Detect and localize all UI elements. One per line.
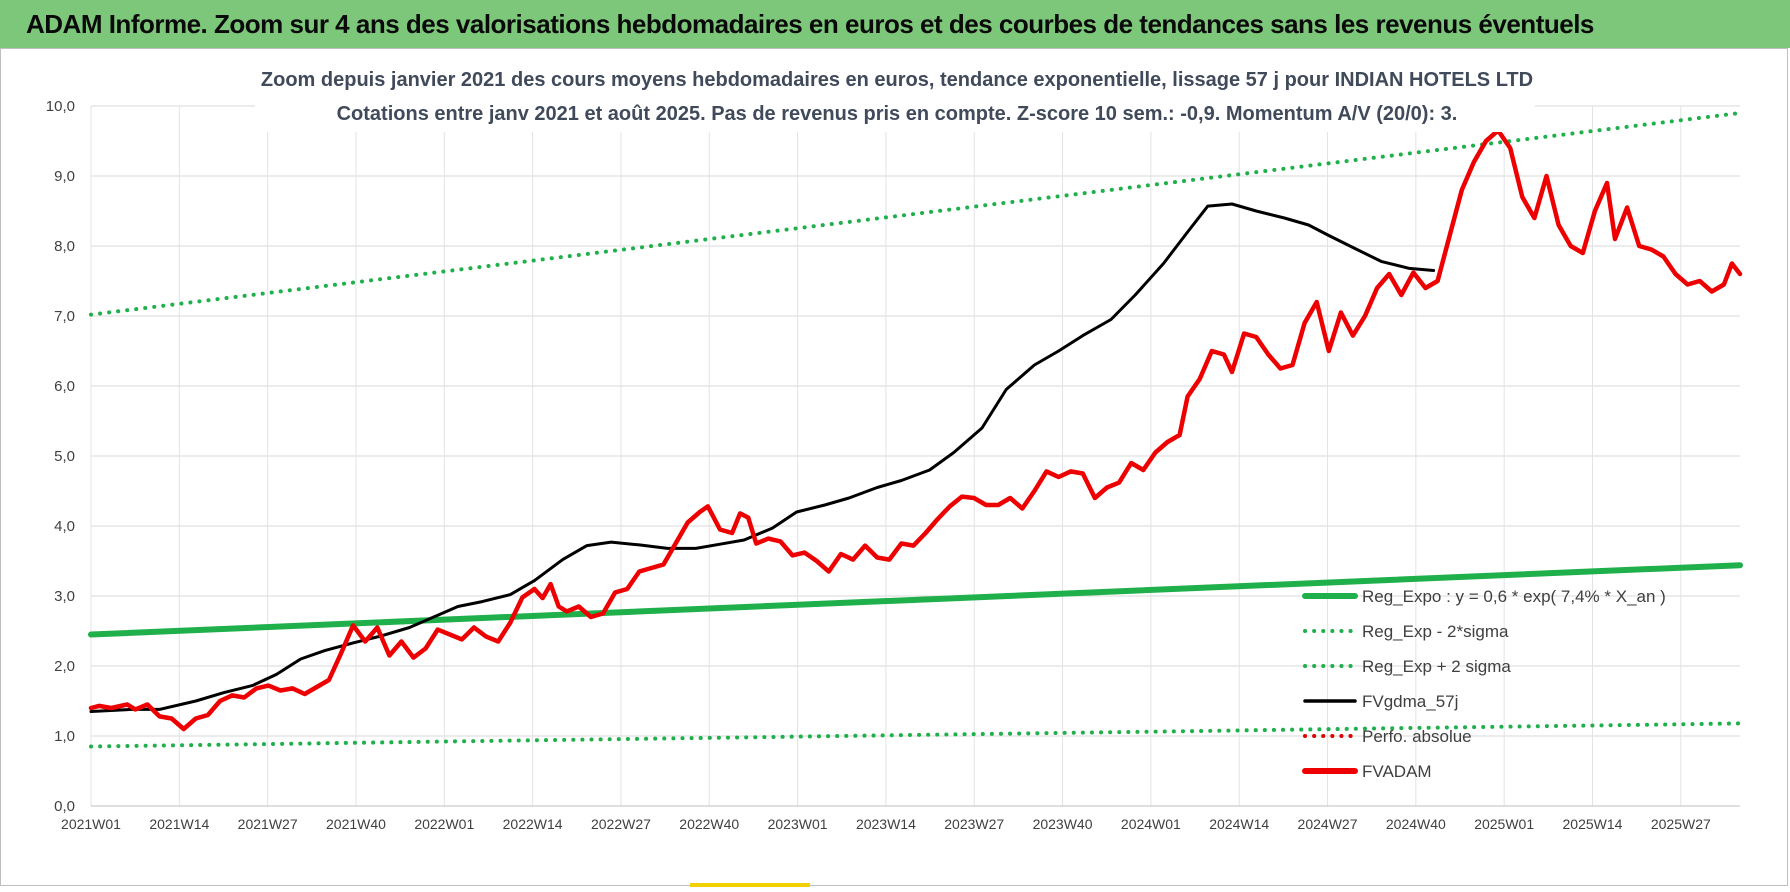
x-tick-label: 2022W01: [414, 816, 474, 832]
x-tick-label: 2024W27: [1298, 816, 1358, 832]
chart-title-backdrop: [255, 62, 1535, 132]
x-tick-label: 2023W01: [768, 816, 828, 832]
legend-label: Reg_Expo : y = 0,6 * exp( 7,4% * X_an ): [1362, 587, 1666, 606]
series-line-0: [88, 562, 1743, 638]
x-tick-label: 2024W14: [1209, 816, 1269, 832]
x-tick-label: 2023W27: [944, 816, 1004, 832]
x-tick-label: 2022W27: [591, 816, 651, 832]
x-tick-label: 2022W40: [679, 816, 739, 832]
series-line-5: [88, 128, 1743, 732]
y-tick-label: 7,0: [54, 308, 75, 325]
x-tick-label: 2021W01: [61, 816, 121, 832]
chart-legend: Reg_Expo : y = 0,6 * exp( 7,4% * X_an ) R…: [1302, 587, 1666, 781]
y-tick-label: 6,0: [54, 378, 75, 395]
x-tick-label: 2025W27: [1651, 816, 1711, 832]
chart-series: [88, 111, 1743, 749]
x-tick-label: 2021W14: [149, 816, 209, 832]
x-tick-label: 2021W40: [326, 816, 386, 832]
chart-svg: 0,0 1,0 2,0 3,0 4,0 5,0 6,0 7,0 8,0 9,0 10,0 2021W0…: [46, 62, 1743, 832]
y-tick-label: 0,0: [54, 798, 75, 815]
x-tick-label: 2021W27: [238, 816, 298, 832]
bottom-scroll-marker: [690, 883, 810, 887]
chart-title-line2: Cotations entre janv 2021 et août 2025. …: [337, 103, 1458, 125]
x-tick-label: 2023W40: [1033, 816, 1093, 832]
x-tick-label: 2023W14: [856, 816, 916, 832]
x-tick-label: 2025W01: [1474, 816, 1534, 832]
y-tick-label: 4,0: [54, 518, 75, 535]
y-tick-label: 10,0: [46, 98, 75, 115]
x-tick-label: 2025W14: [1563, 816, 1623, 832]
legend-label: Reg_Exp + 2 sigma: [1362, 657, 1511, 676]
legend-label: FVgdma_57j: [1362, 692, 1458, 711]
y-tick-label: 8,0: [54, 238, 75, 255]
x-tick-label: 2022W14: [503, 816, 563, 832]
series-line-2: [89, 111, 1742, 317]
chart-title-line1: Zoom depuis janvier 2021 des cours moyen…: [261, 69, 1533, 91]
chart-titles: Zoom depuis janvier 2021 des cours moyen…: [255, 62, 1535, 132]
legend-label: FVADAM: [1362, 762, 1432, 781]
series-line-1: [89, 721, 1742, 749]
series-line-3: [89, 202, 1436, 713]
y-tick-label: 9,0: [54, 168, 75, 185]
x-tick-label: 2024W01: [1121, 816, 1181, 832]
chart-area: 0,0 1,0 2,0 3,0 4,0 5,0 6,0 7,0 8,0 9,0 10,0 2021W0…: [0, 48, 1790, 887]
y-tick-label: 3,0: [54, 588, 75, 605]
y-tick-label: 5,0: [54, 448, 75, 465]
x-tick-label: 2024W40: [1386, 816, 1446, 832]
y-tick-label: 2,0: [54, 658, 75, 675]
y-tick-label: 1,0: [54, 728, 75, 745]
legend-label: Perfo. absolue: [1362, 727, 1472, 746]
banner-title: ADAM Informe. Zoom sur 4 ans des valoris…: [26, 8, 1594, 39]
chart-frame: [0, 48, 1788, 886]
chart-grid: [90, 105, 1740, 807]
legend-label: Reg_Exp - 2*sigma: [1362, 622, 1509, 641]
chart-axes: 0,0 1,0 2,0 3,0 4,0 5,0 6,0 7,0 8,0 9,0 10,0 2021W0…: [46, 98, 1740, 832]
banner: ADAM Informe. Zoom sur 4 ans des valoris…: [0, 0, 1790, 48]
